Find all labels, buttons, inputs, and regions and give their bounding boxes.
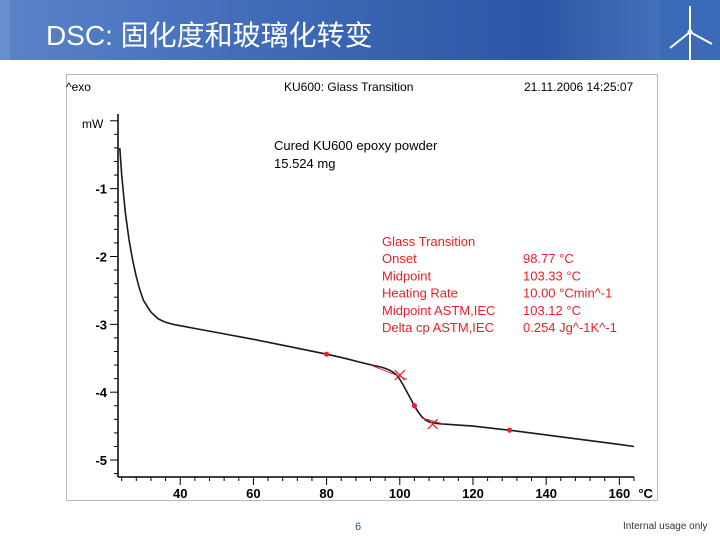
x-tick-label: 120 [462, 486, 484, 501]
chart-timestamp: 21.11.2006 14:25:07 [524, 80, 634, 94]
x-tick-label: 100 [389, 486, 411, 501]
result-label: Midpoint ASTM,IEC [382, 303, 495, 318]
y-axis-label: mW [82, 117, 104, 131]
dsc-chart: ^exo KU600: Glass Transition 21.11.2006 … [66, 80, 654, 501]
header-accent-strip [0, 0, 10, 60]
footer-note: Internal usage only [623, 521, 708, 532]
results-table: Glass Transition Onset 98.77 °C Midpoint 103… [382, 234, 617, 335]
result-value: 103.12 °C [523, 303, 581, 318]
result-value: 98.77 °C [523, 251, 574, 266]
x-tick-label: 160 [609, 486, 631, 501]
result-label: Heating Rate [382, 286, 458, 301]
endset-baseline-line [421, 417, 444, 425]
page-number: 6 [355, 521, 362, 533]
y-tick-label: -5 [95, 453, 107, 468]
result-label: Onset [382, 251, 417, 266]
chart-axes: -1 -2 -3 -4 -5 40 60 80 100 120 140 160 °C [95, 114, 654, 501]
chart-title: KU600: Glass Transition [284, 80, 413, 94]
marker-group [323, 351, 513, 433]
result-label: Delta cp ASTM,IEC [382, 320, 494, 335]
y-tick-label: -1 [95, 182, 107, 197]
sample-name: Cured KU600 epoxy powder [274, 138, 438, 153]
wind-turbine-icon [660, 0, 720, 60]
y-tick-label: -3 [95, 317, 107, 332]
curve-dot-marker [506, 427, 513, 433]
result-value: 0.254 Jg^-1K^-1 [523, 320, 617, 335]
y-tick-label: -4 [95, 385, 107, 400]
result-label: Glass Transition [382, 234, 475, 249]
cross-marker-stroke [427, 418, 439, 430]
chart-frame [66, 74, 658, 501]
x-tick-label: 40 [173, 486, 187, 501]
x-tick-label: 80 [319, 486, 333, 501]
result-value: 103.33 °C [523, 268, 581, 283]
curve-dot-marker [411, 403, 418, 409]
result-value: 10.00 °Cmin^-1 [523, 286, 612, 301]
chart-header-left: ^exo [66, 80, 91, 94]
x-tick-label: 140 [535, 486, 557, 501]
x-tick-label: 60 [246, 486, 260, 501]
slide-header: DSC: 固化度和玻璃化转变 [0, 0, 720, 60]
sample-mass: 15.524 mg [274, 156, 335, 171]
cross-marker-stroke [394, 369, 406, 381]
x-unit-label: °C [638, 486, 653, 501]
slide-title: DSC: 固化度和玻璃化转变 [46, 20, 373, 51]
y-tick-label: -2 [95, 249, 107, 264]
result-label: Midpoint [382, 268, 432, 283]
curve-dot-marker [323, 351, 330, 357]
